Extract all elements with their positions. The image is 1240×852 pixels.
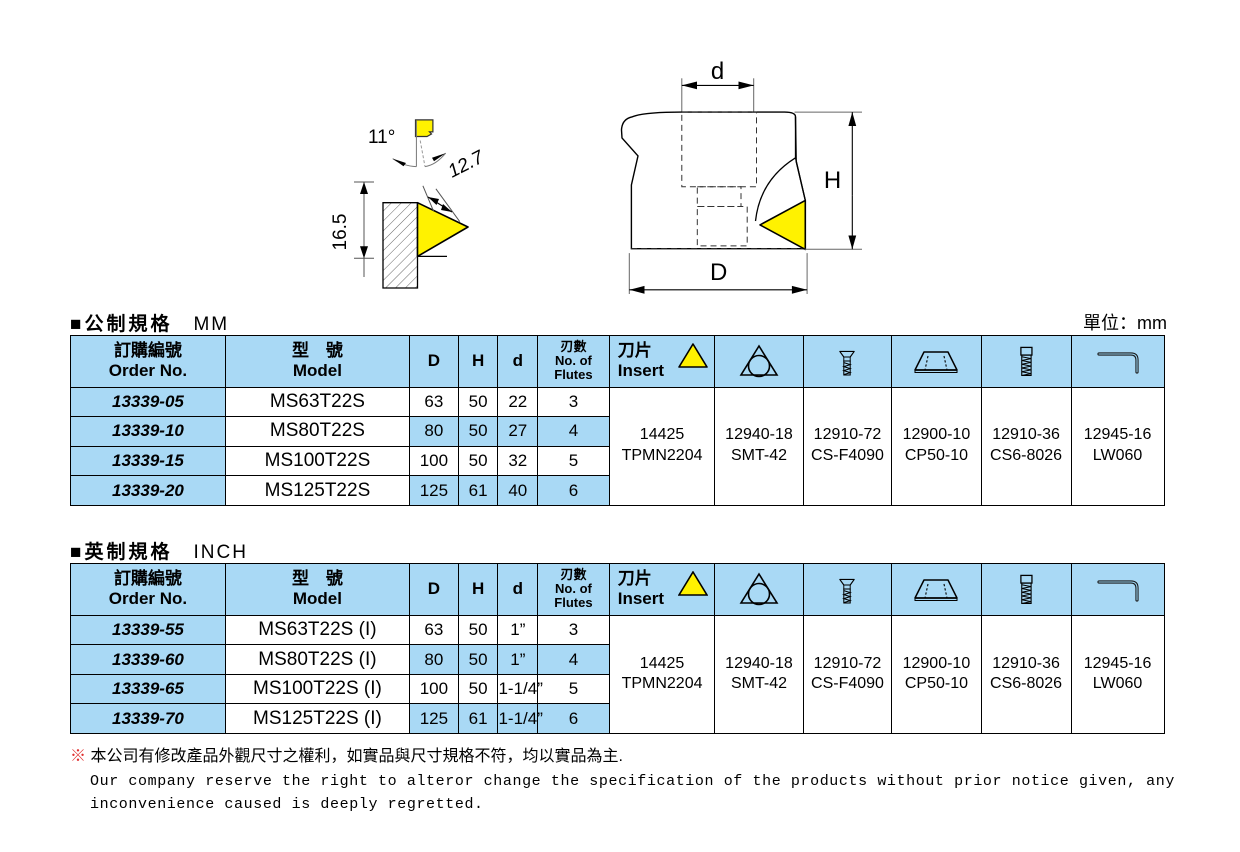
- svg-text:d: d: [711, 58, 724, 85]
- svg-text:H: H: [824, 167, 841, 194]
- svg-text:D: D: [710, 259, 727, 286]
